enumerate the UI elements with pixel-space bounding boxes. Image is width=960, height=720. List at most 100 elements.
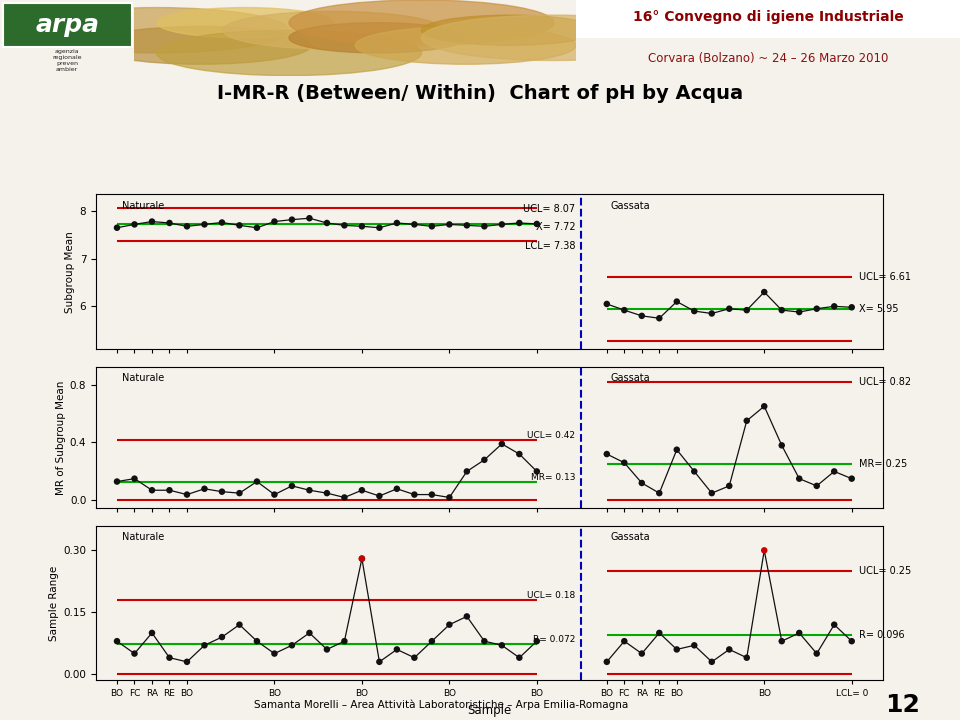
Point bbox=[320, 487, 335, 499]
Point bbox=[389, 644, 404, 655]
Point bbox=[424, 636, 440, 647]
Point bbox=[284, 639, 300, 651]
Point bbox=[442, 492, 457, 503]
Text: UCL= 0.18: UCL= 0.18 bbox=[527, 591, 575, 600]
Point bbox=[372, 222, 387, 233]
Point bbox=[284, 214, 300, 225]
Text: 16° Convegno di igiene Industriale: 16° Convegno di igiene Industriale bbox=[633, 9, 903, 24]
Point bbox=[214, 631, 229, 643]
Point bbox=[756, 400, 772, 412]
Point bbox=[652, 627, 667, 639]
Point bbox=[372, 656, 387, 667]
Text: Samanta Morelli – Area Attività Laboratoristiche – Arpa Emilia-Romagna: Samanta Morelli – Area Attività Laborato… bbox=[254, 700, 629, 710]
Point bbox=[407, 489, 422, 500]
Point bbox=[669, 644, 684, 655]
Point bbox=[529, 636, 544, 647]
Text: Gassata: Gassata bbox=[611, 201, 650, 210]
Point bbox=[214, 217, 229, 228]
Bar bbox=[576, 0, 960, 37]
Point bbox=[739, 415, 755, 426]
Point bbox=[809, 303, 825, 315]
Text: I-MR-R (Between/ Within)  Chart of pH by Acqua: I-MR-R (Between/ Within) Chart of pH by … bbox=[217, 84, 743, 103]
Text: UCL= 0.42: UCL= 0.42 bbox=[527, 431, 575, 440]
Point bbox=[686, 305, 702, 317]
Point bbox=[686, 466, 702, 477]
Text: Gassata: Gassata bbox=[611, 373, 650, 383]
Point bbox=[231, 619, 247, 631]
Point bbox=[494, 639, 510, 651]
Point bbox=[599, 298, 614, 310]
Point bbox=[214, 486, 229, 498]
Point bbox=[162, 485, 178, 496]
Point bbox=[162, 652, 178, 663]
Point bbox=[792, 306, 807, 318]
Text: Naturale: Naturale bbox=[122, 201, 164, 210]
Point bbox=[109, 476, 125, 487]
Point bbox=[704, 656, 719, 667]
Point bbox=[686, 639, 702, 651]
Point bbox=[127, 648, 142, 660]
Point bbox=[809, 648, 825, 660]
Point bbox=[774, 305, 789, 316]
Point bbox=[477, 220, 492, 232]
Point bbox=[301, 627, 317, 639]
Point bbox=[809, 480, 825, 492]
Circle shape bbox=[421, 15, 686, 60]
Text: X= 5.95: X= 5.95 bbox=[858, 304, 899, 314]
Text: MR= 0.25: MR= 0.25 bbox=[858, 459, 907, 469]
Point bbox=[197, 639, 212, 651]
Point bbox=[250, 222, 265, 233]
Text: R= 0.072: R= 0.072 bbox=[533, 636, 575, 644]
Point bbox=[669, 444, 684, 456]
Text: Corvara (Bolzano) ~ 24 – 26 Marzo 2010: Corvara (Bolzano) ~ 24 – 26 Marzo 2010 bbox=[648, 53, 888, 66]
Point bbox=[512, 652, 527, 663]
Text: UCL= 0.82: UCL= 0.82 bbox=[858, 377, 911, 387]
Text: 12: 12 bbox=[885, 693, 920, 717]
Point bbox=[512, 449, 527, 460]
Point bbox=[250, 636, 265, 647]
Point bbox=[459, 220, 474, 231]
Point bbox=[197, 219, 212, 230]
Point bbox=[337, 636, 352, 647]
Point bbox=[477, 636, 492, 647]
Point bbox=[616, 636, 632, 647]
Point bbox=[180, 656, 195, 667]
Y-axis label: MR of Subgroup Mean: MR of Subgroup Mean bbox=[56, 380, 65, 495]
Point bbox=[337, 220, 352, 231]
Point bbox=[354, 485, 370, 496]
Point bbox=[354, 553, 370, 564]
Point bbox=[792, 473, 807, 485]
Point bbox=[424, 220, 440, 232]
Point bbox=[354, 220, 370, 232]
Point bbox=[669, 296, 684, 307]
Point bbox=[250, 476, 265, 487]
Point bbox=[529, 466, 544, 477]
Point bbox=[301, 485, 317, 496]
Circle shape bbox=[24, 7, 289, 53]
Point bbox=[389, 483, 404, 495]
Point bbox=[389, 217, 404, 229]
Text: X= 7.72: X= 7.72 bbox=[536, 222, 575, 233]
Circle shape bbox=[289, 22, 466, 53]
Point bbox=[652, 312, 667, 324]
Circle shape bbox=[223, 12, 444, 49]
Point bbox=[635, 477, 650, 489]
Point bbox=[512, 217, 527, 229]
Text: arpa: arpa bbox=[36, 13, 99, 37]
Point bbox=[407, 652, 422, 663]
Point bbox=[180, 220, 195, 232]
Text: MR= 0.13: MR= 0.13 bbox=[531, 472, 575, 482]
Y-axis label: Sample Range: Sample Range bbox=[49, 565, 59, 641]
Point bbox=[739, 652, 755, 663]
Circle shape bbox=[355, 27, 576, 64]
Text: Naturale: Naturale bbox=[122, 532, 164, 541]
Point bbox=[442, 619, 457, 631]
Y-axis label: Subgroup Mean: Subgroup Mean bbox=[65, 231, 76, 312]
Point bbox=[635, 648, 650, 660]
Text: UCL= 8.07: UCL= 8.07 bbox=[523, 204, 575, 214]
Point bbox=[144, 485, 159, 496]
Point bbox=[144, 216, 159, 228]
Point bbox=[267, 648, 282, 660]
Text: Naturale: Naturale bbox=[122, 373, 164, 383]
Point bbox=[494, 438, 510, 450]
